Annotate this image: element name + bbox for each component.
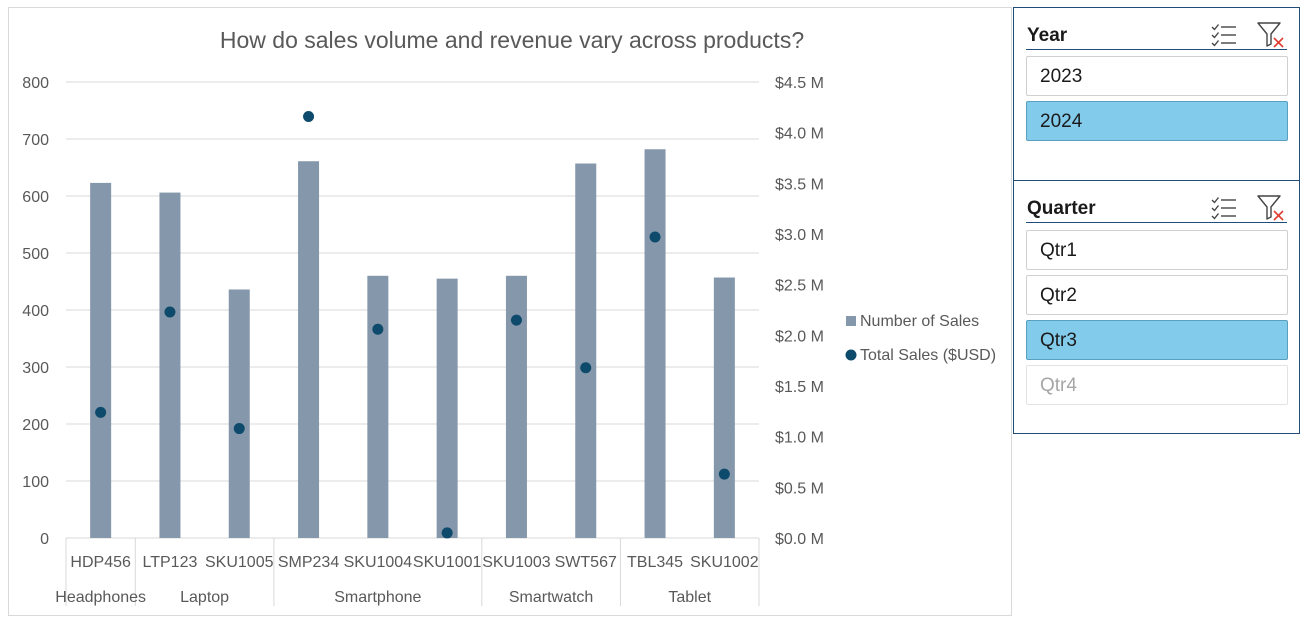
slicer-item-label: 2024 (1040, 111, 1083, 132)
bar (228, 289, 250, 538)
slicer-item-2024[interactable]: 2024 (1026, 101, 1288, 141)
slicer-item-label: 2023 (1040, 66, 1083, 87)
data-point (95, 406, 107, 418)
bar (575, 163, 597, 538)
y-right-tick-label: $1.5 M (775, 379, 824, 396)
bar (367, 275, 389, 538)
quarter-slicer: Quarter Qtr1 Qtr2 Qtr3 Qtr4 (1013, 180, 1300, 434)
y-right-tick-label: $2.5 M (775, 278, 824, 295)
x-group-label: Tablet (668, 589, 711, 606)
quarter-slicer-title: Quarter (1027, 198, 1096, 219)
year-slicer-header: Year (1026, 16, 1287, 50)
y-left-tick-label: 100 (22, 474, 49, 491)
slicer-item-label: Qtr1 (1040, 240, 1077, 261)
slicer-item-qtr1[interactable]: Qtr1 (1026, 230, 1288, 270)
clear-filter-icon[interactable] (1257, 195, 1285, 221)
chart-title: How do sales volume and revenue vary acr… (220, 27, 804, 53)
legend-label: Total Sales ($USD) (860, 347, 996, 364)
slicer-item-label: Qtr2 (1040, 285, 1077, 306)
x-group-label: Smartphone (334, 589, 421, 606)
data-point (303, 110, 315, 122)
x-tick-label: LTP123 (143, 554, 198, 571)
y-right-tick-label: $0.0 M (775, 531, 824, 548)
y-left-tick-label: 400 (22, 303, 49, 320)
data-point (233, 423, 245, 435)
bar (644, 149, 666, 538)
y-left-tick-label: 800 (22, 75, 49, 92)
x-tick-label: HDP456 (70, 554, 131, 571)
y-left-tick-label: 200 (22, 417, 49, 434)
y-right-tick-label: $3.0 M (775, 227, 824, 244)
x-group-label: Smartwatch (509, 589, 593, 606)
y-right-tick-label: $2.0 M (775, 328, 824, 345)
y-right-tick-label: $1.0 M (775, 430, 824, 447)
bar (159, 192, 181, 538)
year-slicer: Year 2023 2024 (1013, 7, 1300, 181)
bar (436, 278, 458, 538)
x-tick-label: SWT567 (555, 554, 617, 571)
chart-area[interactable]: How do sales volume and revenue vary acr… (8, 7, 1012, 616)
legend-label: Number of Sales (860, 313, 979, 330)
clear-filter-icon[interactable] (1257, 22, 1285, 48)
data-point (718, 468, 730, 480)
slicer-item-label: Qtr4 (1040, 375, 1077, 396)
y-left-tick-label: 700 (22, 132, 49, 149)
bar (298, 161, 320, 539)
y-left-tick-label: 600 (22, 189, 49, 206)
x-tick-label: SKU1003 (482, 554, 551, 571)
bar (90, 182, 112, 538)
x-tick-label: SKU1004 (344, 554, 413, 571)
data-point (580, 362, 592, 374)
data-point (649, 231, 661, 243)
y-right-tick-label: $0.5 M (775, 480, 824, 497)
data-point (510, 314, 522, 326)
bar (713, 277, 735, 538)
y-right-tick-label: $4.0 M (775, 126, 824, 143)
multi-select-icon[interactable] (1211, 23, 1237, 47)
combo-chart: How do sales volume and revenue vary acr… (22, 27, 996, 606)
data-point (164, 306, 176, 318)
slicer-item-qtr4[interactable]: Qtr4 (1026, 365, 1288, 405)
legend-swatch-bar (846, 316, 856, 326)
x-group-label: Laptop (180, 589, 229, 606)
x-tick-label: SKU1005 (205, 554, 274, 571)
y-left-tick-label: 0 (40, 531, 49, 548)
multi-select-icon[interactable] (1211, 196, 1237, 220)
x-tick-label: SMP234 (278, 554, 339, 571)
y-left-tick-label: 500 (22, 246, 49, 263)
x-tick-label: SKU1001 (413, 554, 482, 571)
slicer-item-qtr2[interactable]: Qtr2 (1026, 275, 1288, 315)
x-group-label: Headphones (55, 589, 146, 606)
y-left-tick-label: 300 (22, 360, 49, 377)
slicer-item-2023[interactable]: 2023 (1026, 56, 1288, 96)
bar (505, 275, 527, 538)
x-tick-label: SKU1002 (690, 554, 759, 571)
year-slicer-title: Year (1027, 25, 1068, 46)
legend-swatch-point (845, 349, 857, 361)
y-right-tick-label: $4.5 M (775, 75, 824, 92)
data-point (441, 527, 453, 539)
y-right-tick-label: $3.5 M (775, 176, 824, 193)
slicer-item-qtr3[interactable]: Qtr3 (1026, 320, 1288, 360)
quarter-slicer-header: Quarter (1026, 189, 1287, 223)
slicer-item-label: Qtr3 (1040, 330, 1077, 351)
data-point (372, 323, 384, 335)
x-tick-label: TBL345 (627, 554, 683, 571)
